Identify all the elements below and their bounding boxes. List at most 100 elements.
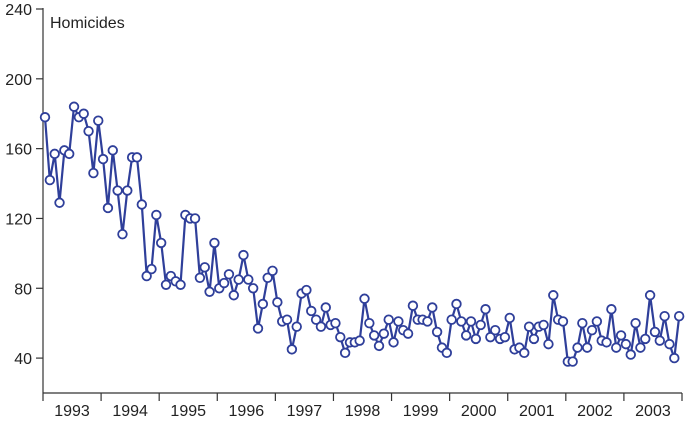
- data-point: [499, 331, 511, 343]
- data-point: [649, 326, 661, 338]
- data-point: [136, 199, 148, 210]
- data-point: [131, 152, 143, 163]
- data-point: [97, 153, 109, 165]
- data-point: [427, 302, 438, 313]
- data-point: [291, 321, 302, 332]
- data-point: [485, 331, 496, 343]
- x-tick-label: 1995: [170, 403, 206, 420]
- data-point: [659, 311, 670, 322]
- data-point: [160, 279, 172, 290]
- data-point: [548, 290, 559, 301]
- data-point: [480, 304, 491, 315]
- x-tick-label: 1997: [287, 403, 323, 420]
- data-point: [373, 340, 385, 352]
- data-point: [218, 277, 230, 289]
- data-point: [330, 317, 341, 329]
- data-point: [567, 356, 578, 367]
- data-point: [470, 333, 482, 345]
- data-point: [490, 324, 501, 336]
- data-point: [446, 314, 457, 325]
- data-point: [635, 342, 646, 353]
- data-point: [228, 290, 239, 301]
- data-point: [591, 316, 603, 327]
- x-tick-label: 2001: [519, 403, 555, 420]
- x-tick-label: 1996: [229, 403, 265, 420]
- y-tick-label: 160: [5, 142, 32, 159]
- data-point: [64, 148, 75, 160]
- data-point: [102, 202, 114, 214]
- data-point: [194, 272, 206, 284]
- data-point: [238, 249, 249, 261]
- data-point: [189, 213, 201, 224]
- data-point: [252, 323, 264, 334]
- data-point: [528, 333, 540, 345]
- data-point: [441, 347, 452, 359]
- data-point: [654, 335, 665, 346]
- data-point: [320, 302, 331, 313]
- data-point: [451, 298, 462, 310]
- data-point: [39, 112, 51, 123]
- data-point: [572, 342, 583, 353]
- data-point: [601, 337, 612, 348]
- data-point: [272, 297, 283, 308]
- data-point: [431, 326, 443, 338]
- data-point: [335, 331, 346, 343]
- data-point: [199, 262, 210, 273]
- data-point: [577, 317, 588, 329]
- data-point: [368, 330, 380, 341]
- data-point: [359, 293, 370, 304]
- data-point: [402, 328, 414, 339]
- data-point: [625, 349, 636, 360]
- data-point: [611, 342, 622, 353]
- y-tick-label: 240: [5, 2, 32, 19]
- data-point: [204, 286, 215, 297]
- data-point: [54, 197, 65, 208]
- data-point: [78, 108, 89, 119]
- x-tick-label: 1994: [112, 403, 148, 420]
- data-point: [44, 174, 56, 186]
- data-point: [83, 125, 94, 137]
- data-point: [388, 337, 399, 348]
- data-point: [267, 265, 278, 277]
- data-point: [247, 283, 259, 294]
- data-point: [175, 279, 186, 290]
- data-point: [669, 352, 680, 364]
- data-point: [615, 330, 627, 341]
- data-point: [49, 148, 60, 160]
- y-tick-label: 40: [14, 351, 32, 368]
- data-point: [88, 167, 99, 179]
- data-point: [557, 316, 569, 327]
- y-axis-label: Homicides: [50, 15, 125, 32]
- data-point: [543, 338, 554, 350]
- data-point: [141, 270, 152, 282]
- data-point: [630, 317, 641, 329]
- data-point: [112, 185, 123, 196]
- x-tick-label: 2003: [635, 403, 671, 420]
- data-point: [286, 344, 298, 355]
- data-point: [315, 321, 327, 332]
- data-point: [209, 237, 220, 249]
- data-point: [504, 312, 515, 324]
- data-point: [93, 115, 104, 126]
- data-point: [68, 101, 80, 112]
- data-point: [122, 185, 133, 196]
- data-point: [422, 316, 433, 327]
- data-point: [354, 335, 365, 346]
- data-point: [586, 324, 598, 336]
- data-point: [301, 284, 312, 296]
- data-point: [460, 330, 472, 341]
- data-point: [383, 314, 394, 325]
- data-point: [523, 321, 535, 332]
- data-point: [233, 274, 244, 285]
- data-point: [620, 338, 632, 350]
- plot-area: [39, 101, 685, 367]
- axes: 40 80 120 160 200 240 1993 1994 1995 1996 1997 1998…: [5, 2, 683, 420]
- y-tick-label: 200: [5, 72, 32, 89]
- data-point: [407, 300, 419, 311]
- data-point: [581, 342, 593, 353]
- data-point: [640, 333, 651, 345]
- data-point: [223, 269, 235, 280]
- data-point: [306, 305, 317, 317]
